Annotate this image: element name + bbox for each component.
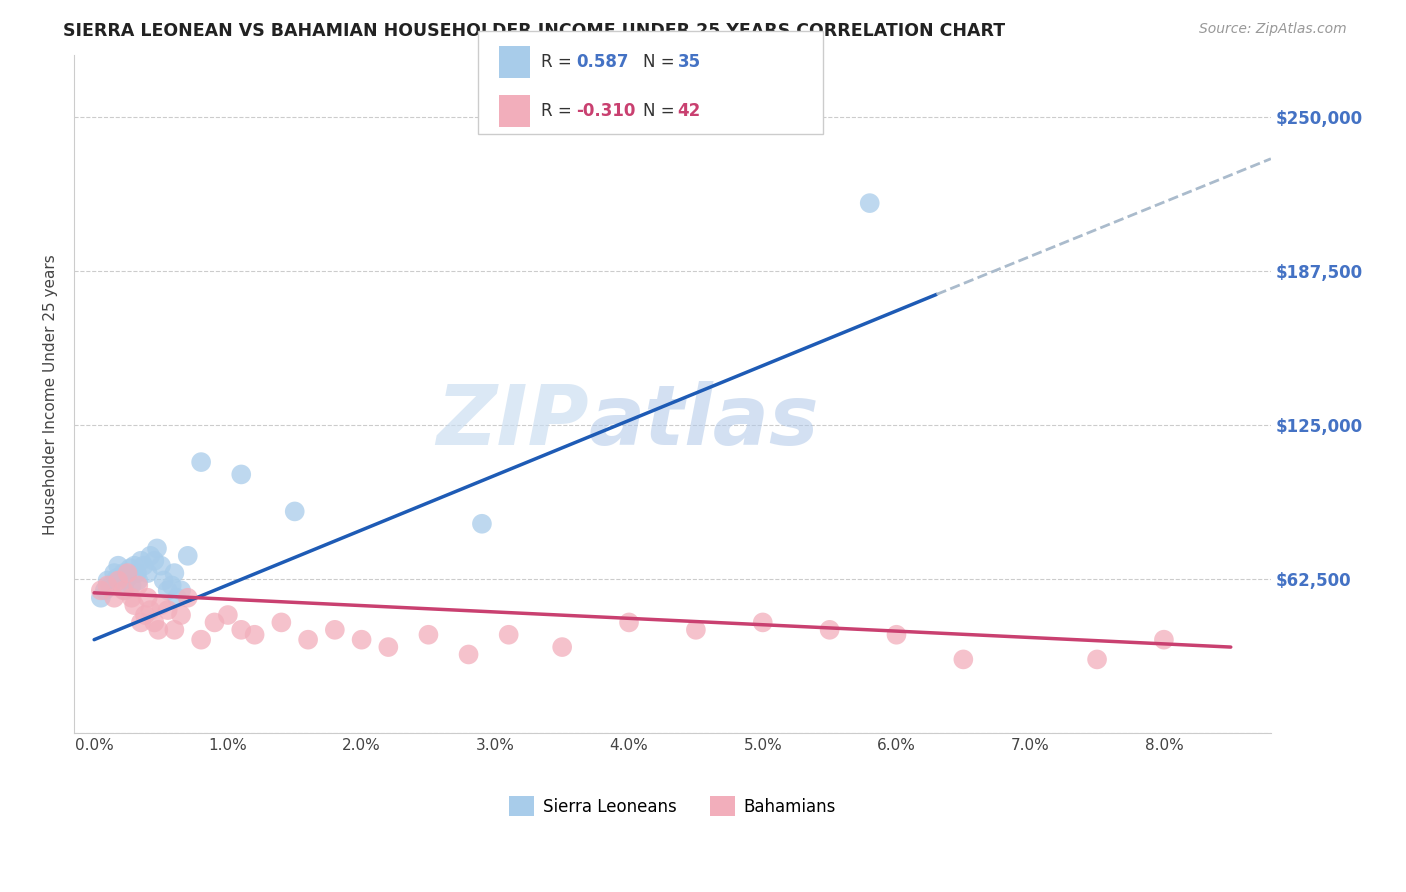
Point: [112, 583, 135, 598]
Point: [105, 571, 128, 585]
Point: [98, 578, 121, 592]
Point: [117, 566, 139, 580]
Point: [177, 591, 200, 605]
Point: [132, 558, 155, 573]
Point: [150, 598, 173, 612]
Point: [886, 628, 908, 642]
Point: [204, 615, 226, 630]
Point: [114, 583, 136, 598]
Text: N =: N =: [643, 54, 679, 71]
Point: [129, 554, 152, 568]
Point: [163, 623, 186, 637]
Point: [617, 615, 640, 630]
Point: [163, 566, 186, 580]
Text: Source: ZipAtlas.com: Source: ZipAtlas.com: [1199, 22, 1347, 37]
Point: [1085, 652, 1108, 666]
Text: atlas: atlas: [589, 381, 820, 462]
Point: [129, 615, 152, 630]
Point: [457, 648, 479, 662]
Point: [121, 591, 143, 605]
Point: [122, 598, 145, 612]
Point: [170, 583, 193, 598]
Point: [160, 578, 183, 592]
Text: 35: 35: [678, 54, 700, 71]
Text: N =: N =: [643, 102, 679, 120]
Text: SIERRA LEONEAN VS BAHAMIAN HOUSEHOLDER INCOME UNDER 25 YEARS CORRELATION CHART: SIERRA LEONEAN VS BAHAMIAN HOUSEHOLDER I…: [63, 22, 1005, 40]
Point: [103, 591, 125, 605]
Point: [323, 623, 346, 637]
Point: [270, 615, 292, 630]
Point: [127, 578, 149, 592]
Point: [685, 623, 707, 637]
Point: [96, 574, 118, 588]
Point: [284, 504, 307, 518]
Point: [90, 583, 112, 598]
Point: [190, 455, 212, 469]
Point: [125, 566, 148, 580]
Point: [107, 558, 129, 573]
Point: [139, 549, 162, 563]
Point: [134, 607, 156, 622]
Text: -0.310: -0.310: [576, 102, 636, 120]
Point: [170, 607, 193, 622]
Point: [231, 623, 253, 637]
Point: [166, 591, 188, 605]
Legend: Sierra Leoneans, Bahamians: Sierra Leoneans, Bahamians: [503, 789, 842, 823]
Point: [120, 561, 142, 575]
Point: [156, 583, 179, 598]
Point: [107, 574, 129, 588]
Text: 0.587: 0.587: [576, 54, 628, 71]
Point: [122, 558, 145, 573]
Point: [471, 516, 494, 531]
Point: [152, 574, 174, 588]
Point: [148, 623, 170, 637]
Point: [121, 578, 143, 592]
Point: [143, 554, 166, 568]
Point: [952, 652, 974, 666]
Point: [859, 196, 882, 211]
Point: [146, 541, 169, 556]
Point: [112, 566, 135, 580]
Y-axis label: Householder Income Under 25 years: Householder Income Under 25 years: [44, 254, 58, 534]
Point: [150, 558, 173, 573]
Point: [117, 571, 139, 585]
Point: [418, 628, 440, 642]
Point: [551, 640, 574, 654]
Point: [297, 632, 319, 647]
Point: [243, 628, 266, 642]
Point: [90, 591, 112, 605]
Point: [96, 578, 118, 592]
Text: 42: 42: [678, 102, 702, 120]
Point: [190, 632, 212, 647]
Point: [751, 615, 773, 630]
Point: [143, 615, 166, 630]
Text: R =: R =: [541, 102, 578, 120]
Point: [139, 603, 162, 617]
Point: [350, 632, 373, 647]
Point: [94, 583, 117, 598]
Point: [110, 574, 132, 588]
Point: [1153, 632, 1175, 647]
Text: ZIP: ZIP: [436, 381, 589, 462]
Point: [103, 566, 125, 580]
Point: [818, 623, 841, 637]
Point: [217, 607, 239, 622]
Text: R =: R =: [541, 54, 578, 71]
Point: [127, 574, 149, 588]
Point: [156, 603, 179, 617]
Point: [498, 628, 520, 642]
Point: [377, 640, 399, 654]
Point: [136, 591, 159, 605]
Point: [231, 467, 253, 482]
Point: [177, 549, 200, 563]
Point: [136, 566, 159, 580]
